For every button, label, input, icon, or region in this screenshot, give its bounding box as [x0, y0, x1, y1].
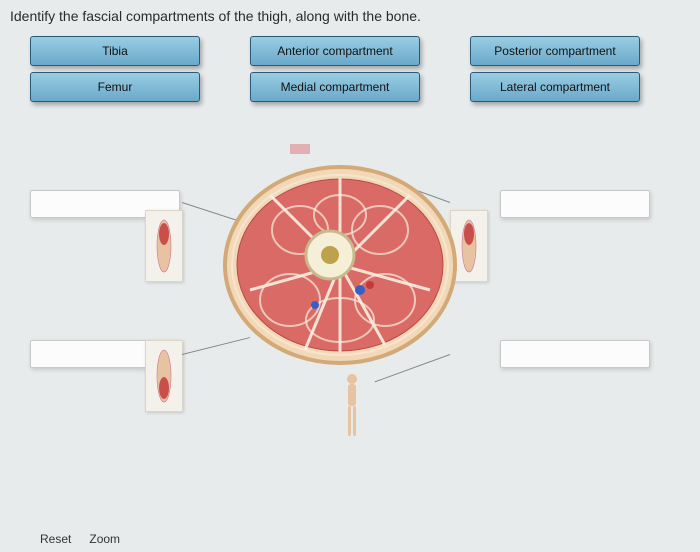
body-figure	[340, 372, 364, 442]
quiz-marker	[290, 144, 310, 154]
thumb-leg-1	[145, 210, 183, 282]
question-title: Identify the fascial compartments of the…	[0, 0, 700, 28]
zoom-button[interactable]: Zoom	[89, 532, 120, 546]
footer-controls: Reset Zoom	[40, 532, 120, 546]
diagram-area	[0, 110, 700, 530]
label-chip-lateral[interactable]: Lateral compartment	[470, 72, 640, 102]
drop-zone-4[interactable]	[500, 340, 650, 368]
label-chip-posterior[interactable]: Posterior compartment	[470, 36, 640, 66]
label-chip-anterior[interactable]: Anterior compartment	[250, 36, 420, 66]
label-chip-tibia[interactable]: Tibia	[30, 36, 200, 66]
label-chip-medial[interactable]: Medial compartment	[250, 72, 420, 102]
label-col-3: Posterior compartment Lateral compartmen…	[470, 36, 640, 102]
label-col-1: Tibia Femur	[30, 36, 200, 102]
label-chip-femur[interactable]: Femur	[30, 72, 200, 102]
drop-zone-3[interactable]	[500, 190, 650, 218]
label-col-2: Anterior compartment Medial compartment	[250, 36, 420, 102]
reset-button[interactable]: Reset	[40, 532, 71, 546]
thumb-leg-2	[145, 340, 183, 412]
label-bank: Tibia Femur Anterior compartment Medial …	[0, 28, 700, 110]
thigh-cross-section	[220, 160, 460, 370]
